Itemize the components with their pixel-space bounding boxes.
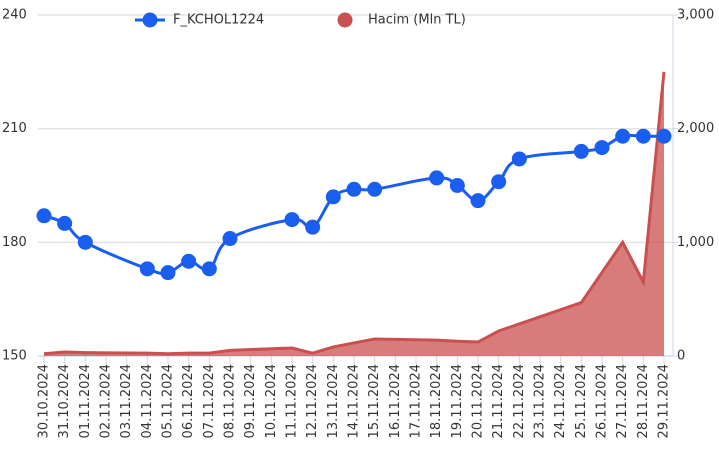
price-marker (511, 151, 527, 167)
x-tick-label: 11.11.2024 (285, 364, 300, 438)
x-tick-label: 06.11.2024 (181, 364, 196, 438)
x-tick-label: 29.11.2024 (657, 364, 672, 438)
x-tick-label: 07.11.2024 (202, 364, 217, 438)
legend-item: F_KCHOL1224 (135, 12, 264, 28)
legend-label: Hacim (Mln TL) (368, 13, 466, 28)
x-tick-label: 08.11.2024 (223, 364, 238, 438)
price-marker (305, 219, 321, 235)
price-marker (222, 231, 238, 247)
y-tick-label: 240 (2, 8, 27, 23)
legend-marker (337, 12, 353, 28)
price-marker (449, 178, 465, 193)
price-marker (470, 193, 486, 209)
price-marker (346, 181, 362, 197)
x-tick-label: 28.11.2024 (636, 364, 651, 438)
price-marker (573, 143, 589, 159)
price-marker (491, 174, 507, 190)
y-tick-label: 150 (2, 349, 27, 364)
x-tick-label: 03.11.2024 (119, 364, 134, 438)
y-tick-label: 180 (2, 235, 27, 250)
volume-area (44, 71, 664, 356)
price-marker (77, 234, 93, 250)
x-tick-label: 25.11.2024 (574, 364, 589, 438)
price-marker (201, 261, 217, 277)
legend-marker (142, 12, 158, 28)
x-tick-label: 15.11.2024 (367, 364, 382, 438)
y2-tick-label: 1,000 (677, 235, 714, 250)
y-tick-label: 210 (2, 121, 27, 136)
x-tick-label: 31.10.2024 (57, 364, 72, 438)
price-marker (325, 189, 341, 205)
price-marker (36, 208, 52, 224)
x-tick-label: 16.11.2024 (388, 364, 403, 438)
x-tick-label: 26.11.2024 (595, 364, 610, 438)
legend-label: F_KCHOL1224 (173, 13, 264, 28)
price-marker (615, 128, 631, 144)
volume-line (43, 71, 666, 356)
x-tick-label: 14.11.2024 (347, 364, 362, 438)
x-tick-label: 17.11.2024 (409, 364, 424, 438)
x-tick-label: 12.11.2024 (305, 364, 320, 438)
legend-item: Hacim (Mln TL) (337, 12, 466, 28)
x-tick-label: 10.11.2024 (264, 364, 279, 438)
x-tick-label: 21.11.2024 (491, 364, 506, 438)
price-marker (635, 128, 651, 144)
price-marker (139, 261, 155, 277)
price-line (43, 133, 664, 275)
price-marker (429, 170, 445, 186)
x-tick-label: 13.11.2024 (326, 364, 341, 438)
x-tick-label: 20.11.2024 (471, 364, 486, 438)
price-marker (594, 140, 610, 156)
price-marker (367, 181, 383, 197)
x-tick-label: 22.11.2024 (512, 364, 527, 438)
price-marker (656, 128, 672, 144)
x-tick-label: 19.11.2024 (450, 364, 465, 438)
price-marker (57, 215, 73, 231)
x-tick-label: 27.11.2024 (615, 364, 630, 438)
x-tick-label: 01.11.2024 (78, 364, 93, 438)
x-tick-label: 24.11.2024 (553, 364, 568, 438)
price-marker (181, 253, 197, 269)
y2-tick-label: 3,000 (677, 8, 714, 23)
x-tick-label: 23.11.2024 (533, 364, 548, 438)
x-tick-label: 04.11.2024 (140, 364, 155, 438)
x-tick-label: 05.11.2024 (161, 364, 176, 438)
y2-tick-label: 0 (677, 349, 685, 364)
x-tick-label: 09.11.2024 (243, 364, 258, 438)
price-marker (284, 212, 300, 228)
x-tick-label: 30.10.2024 (37, 364, 52, 438)
x-tick-label: 18.11.2024 (429, 364, 444, 438)
price-marker (160, 265, 176, 281)
y2-tick-label: 2,000 (677, 121, 714, 136)
x-tick-label: 02.11.2024 (99, 364, 114, 438)
